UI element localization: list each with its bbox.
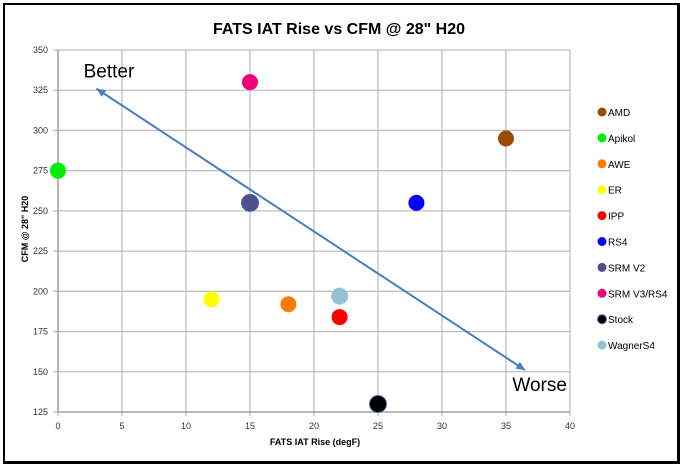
legend-label: ER [608, 186, 622, 197]
y-tick-labels: 125 150 175 200 225 250 275 300 325 350 [33, 45, 48, 417]
x-tick-label: 0 [55, 421, 60, 431]
legend-marker [597, 159, 607, 169]
legend-marker [597, 133, 607, 143]
legend-label: SRM V2 [608, 263, 646, 274]
annotations: Better Worse [84, 61, 567, 396]
y-tick-label: 325 [33, 85, 48, 95]
x-tick-label: 40 [565, 421, 575, 431]
legend-label: AMD [608, 108, 630, 119]
legend-marker [597, 211, 607, 221]
point-wagners4 [331, 287, 349, 305]
grid [53, 49, 571, 416]
legend-label: WagnerS4 [608, 341, 655, 352]
y-tick-label: 250 [33, 206, 48, 216]
legend-marker [597, 262, 607, 272]
point-awe [280, 296, 297, 313]
annotation-worse: Worse [512, 375, 567, 396]
legend-marker [597, 288, 607, 298]
x-tick-labels: 0 5 10 15 20 25 30 35 40 [55, 421, 575, 431]
y-axis-label: CFM @ 28" H20 [20, 196, 30, 263]
legend-label: Stock [608, 315, 634, 326]
y-tick-label: 150 [33, 367, 48, 377]
y-tick-label: 275 [33, 166, 48, 176]
trend-arrow [95, 87, 526, 372]
legend-label: SRM V3/RS4 [608, 289, 668, 300]
legend-label: AWE [608, 160, 631, 171]
arrow-head-better [96, 88, 107, 97]
arrow-head-worse [515, 361, 526, 371]
x-tick-label: 25 [373, 421, 383, 431]
legend-label: Apikol [608, 134, 635, 145]
y-tick-label: 200 [33, 286, 48, 296]
y-tick-label: 350 [33, 45, 48, 55]
point-rs4 [408, 194, 425, 211]
y-tick-label: 125 [33, 407, 48, 417]
point-srm-v2 [241, 193, 259, 212]
y-tick-label: 225 [33, 246, 48, 256]
y-tick-label: 175 [33, 327, 48, 337]
legend-marker [597, 107, 607, 117]
x-tick-label: 10 [181, 421, 191, 431]
annotation-better: Better [84, 61, 135, 82]
x-axis-label: FATS IAT Rise (degF) [270, 437, 360, 447]
legend-label: IPP [608, 212, 624, 223]
point-er [203, 291, 220, 308]
point-stock [369, 394, 387, 413]
chart-frame [3, 3, 680, 464]
legend-marker [597, 340, 607, 350]
x-tick-label: 5 [119, 421, 124, 431]
legend-marker [597, 237, 607, 246]
x-tick-label: 15 [245, 421, 255, 431]
point-amd [498, 130, 514, 147]
legend-marker [597, 314, 607, 325]
arrow-line [95, 87, 526, 372]
chart-title: FATS IAT Rise vs CFM @ 28" H20 [213, 21, 465, 38]
x-tick-label: 30 [437, 421, 447, 431]
point-apikol [50, 162, 66, 179]
legend-label: RS4 [608, 238, 628, 249]
y-tick-label: 300 [33, 125, 48, 135]
x-tick-label: 20 [309, 421, 319, 431]
x-tick-label: 35 [501, 421, 511, 431]
legend: AMD Apikol AWE ER IPP RS4 SRM V2 SRM V3/RS4 Stoc… [597, 107, 668, 352]
point-srm-v3-rs4 [242, 74, 258, 91]
point-ipp [331, 309, 348, 326]
legend-marker [597, 185, 607, 195]
axes [57, 50, 570, 413]
data-points [50, 74, 514, 413]
